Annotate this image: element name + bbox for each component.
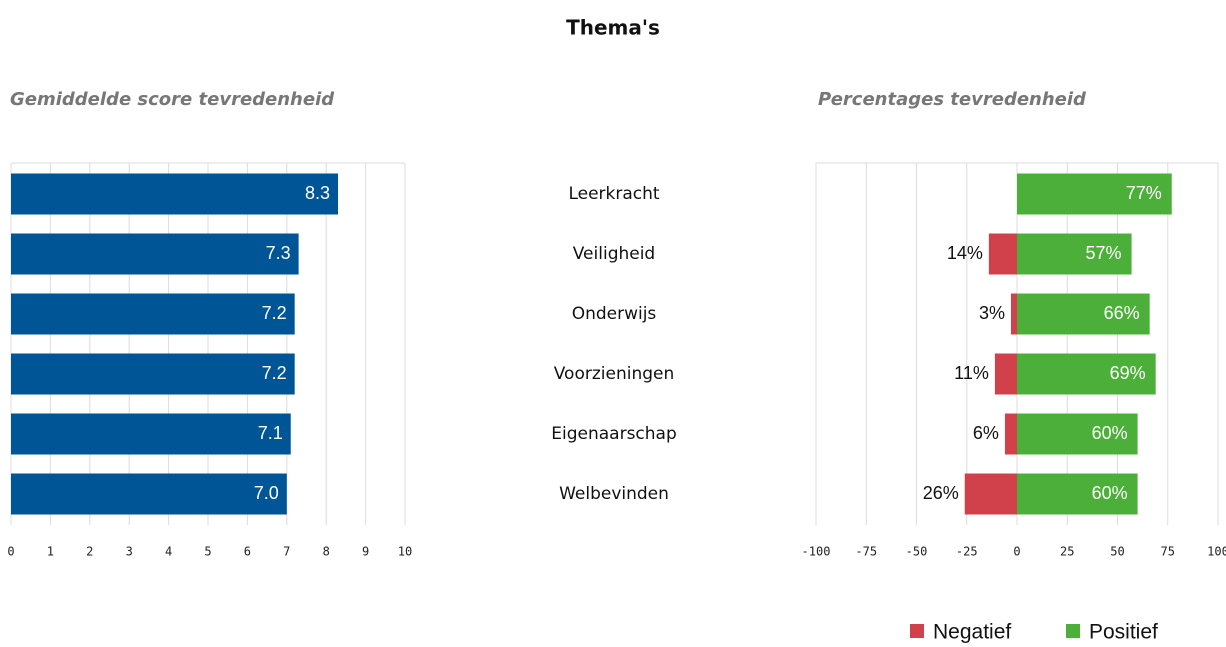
x-tick-label: 5 xyxy=(204,545,211,559)
category-label: Eigenaarschap xyxy=(551,424,677,444)
value-label: 66% xyxy=(1104,303,1140,323)
x-tick-label: 0 xyxy=(7,545,14,559)
value-label: 7.3 xyxy=(266,243,291,263)
legend-swatch xyxy=(1066,624,1080,638)
x-tick-label: 0 xyxy=(1013,545,1020,559)
x-tick-label: -50 xyxy=(906,545,928,559)
category-label: Welbevinden xyxy=(559,484,669,504)
bar xyxy=(1017,413,1138,455)
value-label: 6% xyxy=(973,423,999,443)
x-tick-label: 2 xyxy=(86,545,93,559)
x-tick-label: -25 xyxy=(956,545,978,559)
legend-swatch xyxy=(910,624,924,638)
bar xyxy=(1017,293,1150,335)
value-label: 7.0 xyxy=(254,483,279,503)
value-label: 26% xyxy=(923,483,959,503)
bar xyxy=(11,413,291,455)
category-label: Veiligheid xyxy=(573,244,655,264)
chart-title: Gemiddelde score tevredenheid xyxy=(10,89,335,110)
bar xyxy=(988,233,1017,275)
x-tick-label: 25 xyxy=(1060,545,1074,559)
value-label: 60% xyxy=(1092,423,1128,443)
bar xyxy=(964,473,1017,515)
bar xyxy=(994,353,1017,395)
x-tick-label: 9 xyxy=(362,545,369,559)
value-label: 7.1 xyxy=(258,423,283,443)
value-label: 69% xyxy=(1110,363,1146,383)
x-tick-label: -75 xyxy=(855,545,877,559)
x-tick-label: 50 xyxy=(1110,545,1124,559)
bar xyxy=(1017,353,1156,395)
bar xyxy=(11,293,295,335)
category-label: Leerkracht xyxy=(568,184,659,204)
value-label: 60% xyxy=(1092,483,1128,503)
value-label: 77% xyxy=(1126,183,1162,203)
x-tick-label: 1 xyxy=(47,545,54,559)
x-tick-label: 3 xyxy=(126,545,133,559)
bar xyxy=(1004,413,1017,455)
bar xyxy=(1017,473,1138,515)
value-label: 3% xyxy=(979,303,1005,323)
x-tick-label: 100 xyxy=(1207,545,1226,559)
x-tick-label: 6 xyxy=(244,545,251,559)
legend-label: Positief xyxy=(1089,621,1158,644)
x-tick-label: 10 xyxy=(398,545,412,559)
value-label: 57% xyxy=(1086,243,1122,263)
page-title: Thema's xyxy=(566,16,660,40)
value-label: 8.3 xyxy=(305,183,330,203)
bar xyxy=(11,353,295,395)
x-tick-label: 7 xyxy=(283,545,290,559)
bar xyxy=(11,233,299,275)
value-label: 11% xyxy=(954,363,989,383)
x-tick-label: 4 xyxy=(165,545,172,559)
value-label: 14% xyxy=(947,243,983,263)
bar xyxy=(1017,173,1172,215)
value-label: 7.2 xyxy=(262,363,287,383)
bar xyxy=(11,473,287,515)
category-label: Voorzieningen xyxy=(554,364,675,384)
chart-title: Percentages tevredenheid xyxy=(818,89,1087,110)
value-label: 7.2 xyxy=(262,303,287,323)
legend-label: Negatief xyxy=(933,621,1011,644)
bar xyxy=(1017,233,1132,275)
bar xyxy=(1010,293,1017,335)
x-tick-label: 75 xyxy=(1161,545,1175,559)
bar xyxy=(11,173,339,215)
x-tick-label: 8 xyxy=(323,545,330,559)
x-tick-label: -100 xyxy=(802,545,831,559)
category-label: Onderwijs xyxy=(572,304,657,324)
